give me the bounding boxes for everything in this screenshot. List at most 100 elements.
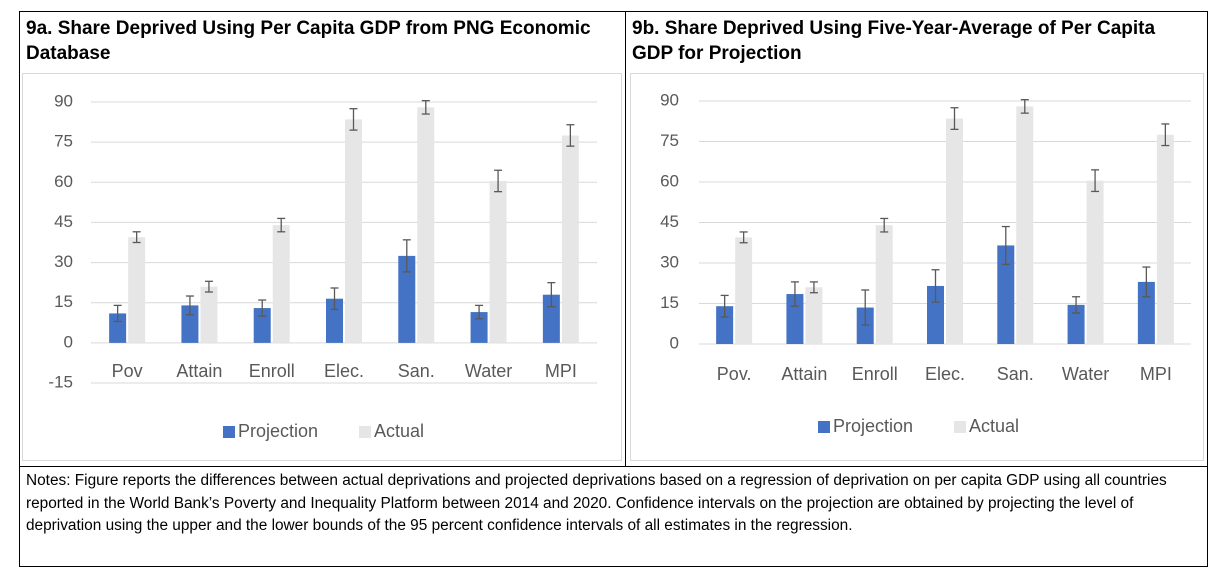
error-bar (809, 281, 818, 294)
error-bar (113, 304, 122, 323)
error-bar (880, 217, 889, 233)
bar (345, 119, 362, 343)
error-bar (258, 299, 267, 317)
error-bar (1072, 296, 1081, 314)
legend-swatch (818, 421, 830, 433)
x-tick-label: Water (465, 361, 512, 381)
x-tick-label: Water (1062, 364, 1109, 384)
error-bar (402, 239, 411, 273)
error-bar (1142, 266, 1151, 298)
error-bar (185, 295, 194, 316)
error-bar (132, 231, 141, 244)
error-bar (950, 107, 959, 130)
bar (128, 237, 146, 343)
error-bar (330, 287, 339, 311)
chart: 0 15 30 45 60 75 90 Pov. Attain Enroll Elec. San. Wa… (630, 73, 1204, 461)
y-tick-label: 30 (660, 252, 679, 271)
bar (1067, 304, 1085, 344)
chart-title: 9b. Share Deprived Using Five-Year-Avera… (632, 18, 1156, 64)
error-bar (547, 281, 556, 308)
x-tick-label: Attain (781, 364, 827, 384)
legend-label: Actual (374, 421, 424, 441)
bar (856, 307, 874, 344)
bar (997, 245, 1015, 344)
bar (417, 107, 435, 343)
error-bar (349, 108, 358, 131)
error-bar (931, 269, 940, 303)
y-tick-label: 75 (54, 132, 73, 151)
bar (489, 180, 507, 343)
bar (927, 285, 944, 344)
x-tick-label: Elec. (925, 364, 965, 384)
bar (786, 294, 804, 344)
x-tick-label: Pov (112, 361, 143, 381)
y-tick-label: -15 (48, 372, 73, 391)
bar (253, 308, 271, 343)
y-tick-label: 45 (660, 212, 679, 231)
bar (735, 237, 753, 344)
error-bar (1020, 98, 1029, 114)
y-tick-label: 45 (54, 212, 73, 231)
bar (561, 135, 579, 343)
x-tick-label: MPI (1140, 364, 1172, 384)
bar (181, 305, 199, 343)
error-bar (277, 217, 286, 233)
legend-swatch (223, 426, 235, 438)
error-bar (1001, 225, 1010, 266)
bar (1086, 180, 1104, 344)
frame (19, 11, 1208, 567)
y-tick-label: 30 (54, 252, 73, 271)
bar (200, 286, 218, 343)
error-bar (861, 289, 870, 326)
error-bar (739, 231, 748, 244)
legend-label: Projection (238, 421, 318, 441)
x-tick-label: Enroll (852, 364, 898, 384)
error-bar (1161, 123, 1170, 147)
y-tick-label: 60 (54, 172, 73, 191)
bar (1016, 106, 1034, 345)
bar (946, 118, 963, 344)
error-bar (494, 169, 503, 193)
y-tick-label: 0 (64, 332, 73, 351)
error-bar (1091, 169, 1100, 193)
bar (272, 225, 290, 343)
divider (625, 11, 626, 466)
error-bar (421, 100, 430, 115)
error-bar (204, 280, 213, 293)
chart: -15 0 15 30 45 60 75 90 Pov Attain Enroll Elec. San.… (22, 73, 622, 461)
bar (542, 294, 560, 343)
x-tick-label: San. (997, 364, 1034, 384)
y-tick-label: 75 (660, 131, 679, 150)
x-tick-label: Enroll (249, 361, 295, 381)
y-tick-label: 90 (54, 91, 73, 110)
bar (805, 287, 823, 344)
error-bar (790, 281, 799, 307)
divider (19, 466, 1208, 467)
legend-label: Actual (969, 416, 1019, 436)
chart-title: 9a. Share Deprived Using Per Capita GDP … (26, 18, 591, 64)
y-tick-label: 0 (670, 333, 679, 352)
x-tick-label: Attain (176, 361, 222, 381)
y-tick-label: 15 (660, 293, 679, 312)
bar (109, 313, 127, 343)
x-tick-label: Pov. (717, 364, 752, 384)
bar (875, 225, 893, 344)
bar (470, 312, 488, 343)
x-tick-label: MPI (545, 361, 577, 381)
error-bar (566, 124, 575, 147)
legend-swatch (359, 426, 371, 438)
bar (398, 255, 416, 343)
y-tick-label: 15 (54, 292, 73, 311)
bar (326, 298, 343, 343)
error-bar (475, 304, 484, 320)
x-tick-label: Elec. (324, 361, 364, 381)
legend-swatch (954, 421, 966, 433)
bar (716, 306, 734, 344)
legend-label: Projection (833, 416, 913, 436)
y-tick-label: 90 (660, 90, 679, 109)
x-tick-label: San. (398, 361, 435, 381)
notes: Notes: Figure reports the differences be… (26, 472, 1167, 534)
bar (1137, 281, 1155, 344)
bar (1156, 134, 1174, 344)
